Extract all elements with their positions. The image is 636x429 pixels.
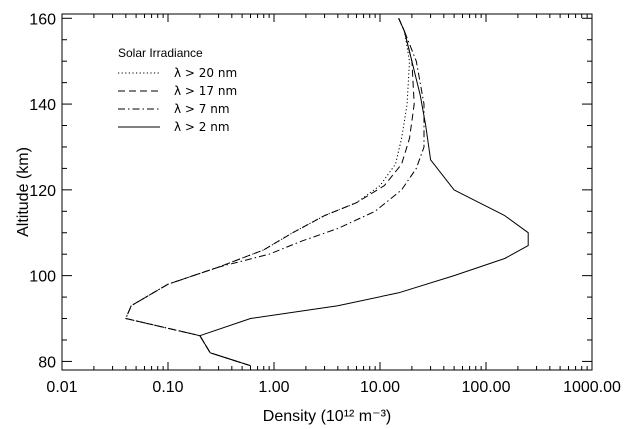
legend-label: λ > 2 nm <box>174 120 230 134</box>
legend-label: λ > 7 nm <box>174 102 230 116</box>
series-line-solid <box>199 18 529 367</box>
plot-frame <box>61 13 593 371</box>
x-tick-label: 0.10 <box>152 379 183 396</box>
y-tick-label: 100 <box>29 269 56 286</box>
series-layer <box>125 18 529 367</box>
axis-ticks: 0.01 0.10 1.00 10.00 100.00 1000.00 80 100 120 14… <box>29 11 621 396</box>
x-tick-label: 100.00 <box>462 379 511 396</box>
legend-label: λ > 17 nm <box>174 84 237 98</box>
x-tick-label: 10.00 <box>360 379 400 396</box>
y-tick-label: 160 <box>29 11 56 28</box>
series-line-dashdot <box>125 18 425 367</box>
x-tick-label: 1000.00 <box>563 379 621 396</box>
legend-title: Solar Irradiance <box>118 46 203 60</box>
x-axis-title: Density (10¹² m⁻³) <box>263 408 391 425</box>
legend: Solar Irradiance λ > 20 nm λ > 17 nm λ > 7 … <box>118 46 237 134</box>
y-tick-label: 140 <box>29 97 56 114</box>
series-line-dotted <box>125 18 410 367</box>
x-tick-label: 0.01 <box>46 379 77 396</box>
legend-label: λ > 20 nm <box>174 66 237 80</box>
series-line-dashed <box>125 18 415 367</box>
y-tick-label: 120 <box>29 183 56 200</box>
y-tick-label: 80 <box>38 354 56 371</box>
x-tick-label: 1.00 <box>258 379 289 396</box>
y-axis-title: Altitude (km) <box>15 147 32 237</box>
